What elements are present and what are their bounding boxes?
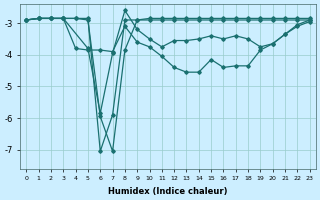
X-axis label: Humidex (Indice chaleur): Humidex (Indice chaleur)	[108, 187, 228, 196]
